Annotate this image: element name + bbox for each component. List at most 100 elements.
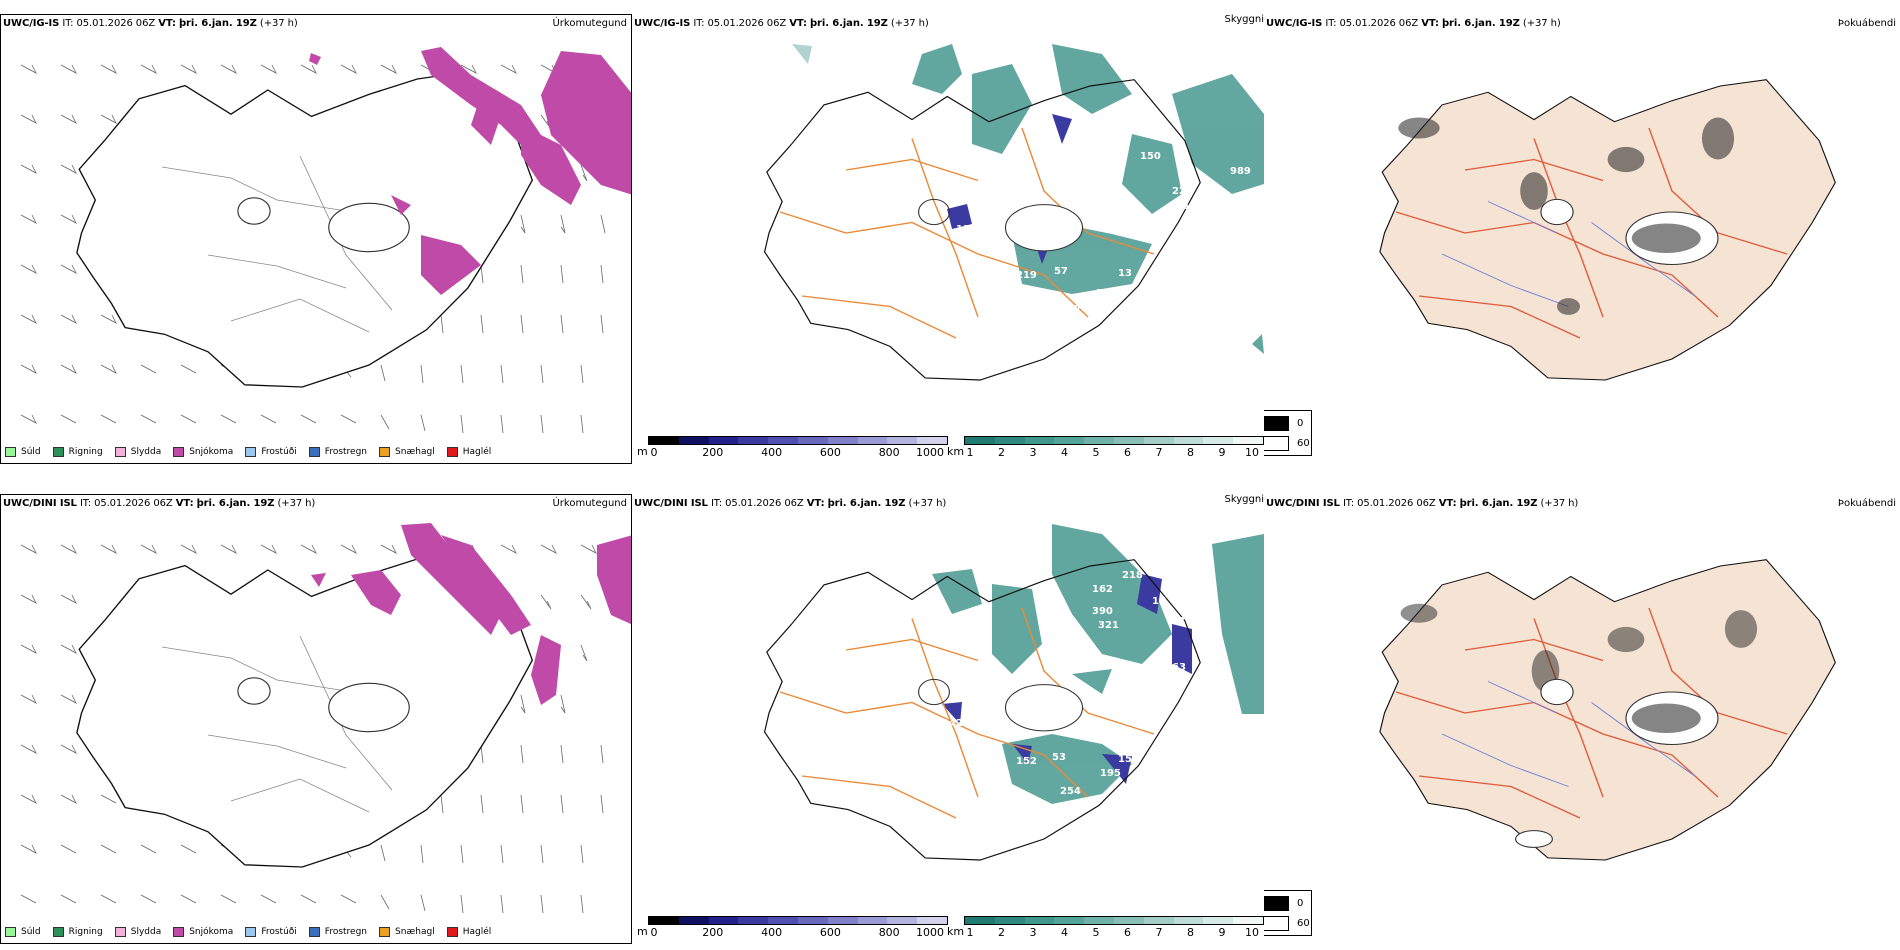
cloud-value: 150 [1140, 151, 1161, 162]
panel-title: Skyggni [1224, 14, 1264, 25]
cloud-value: 989 [1230, 166, 1251, 177]
tick-label: 3 [1029, 926, 1037, 939]
cloud-value: 142 [942, 718, 963, 729]
fog-panel-2: UWC/DINI ISL IT: 05.01.2026 06Z VT: þri.… [1264, 494, 1900, 944]
cloud-value: 162 [1092, 584, 1113, 595]
legend-item: Rigning [52, 447, 103, 457]
tick-label: 6 [1124, 926, 1131, 939]
legend-item: Snjókoma [173, 447, 233, 457]
panel-header: UWC/DINI ISL IT: 05.01.2026 06Z VT: þri.… [3, 498, 316, 509]
legend-item: Rigning [52, 927, 103, 937]
tick-label: 1 [966, 446, 974, 459]
tick-label: 200 [702, 446, 724, 459]
cloud-panel-1: UWC/IG-IS IT: 05.01.2026 06Z VT: þri. 6.… [632, 14, 1264, 464]
cloud-value: 85 [1246, 70, 1260, 81]
precip-panel-2: UWC/DINI ISL IT: 05.01.2026 06Z VT: þri.… [0, 494, 632, 944]
cloud-value: 63 [1172, 662, 1186, 673]
tick-label: 2 [998, 446, 1005, 459]
cloud-value: 542 [1060, 304, 1081, 315]
cloud-value: 13 [956, 224, 970, 235]
tick-label: 9 [1218, 926, 1226, 939]
tick-label: 800 [878, 446, 900, 459]
cloud-value: 224 [1172, 186, 1193, 197]
visibility-colorbar: 1 2 3 4 5 6 7 8 9 10 km [947, 436, 1264, 459]
tick-label: 400 [761, 926, 783, 939]
panel-title: Úrkomutegund [552, 18, 627, 29]
ptype-legend: Súld Rigning Slydda Snjókoma Frostúði Fr… [5, 447, 491, 457]
fog-panel-1: UWC/IG-IS IT: 05.01.2026 06Z VT: þri. 6.… [1264, 14, 1900, 464]
precip-panel-1: UWC/IG-IS IT: 05.01.2026 06Z VT: þri. 6.… [0, 14, 632, 464]
fog-legend-value: 0 [1297, 898, 1304, 909]
tick-label: 10 [1245, 926, 1259, 939]
panel-header: UWC/IG-IS IT: 05.01.2026 06Z VT: þri. 6.… [1266, 18, 1561, 29]
tick-label: 1000 [916, 926, 944, 939]
legend-item: Frostúði [245, 927, 297, 937]
legend-item: Snjókoma [173, 927, 233, 937]
cloud-panel-2: UWC/DINI ISL IT: 05.01.2026 06Z VT: þri.… [632, 494, 1264, 944]
cloud-value: 390 [1092, 606, 1113, 617]
fog-legend: 0 60 [1264, 410, 1312, 456]
fog-map [1379, 79, 1836, 381]
cloud-value: 17 [1152, 596, 1166, 607]
legend-item: Snæhagl [379, 447, 435, 457]
cloud-map: 54 150 989 224 336 13 219 57 273 13 542 … [763, 44, 1264, 381]
tick-label: 8 [1187, 926, 1194, 939]
tick-label: 7 [1155, 926, 1163, 939]
legend-item: Haglél [446, 447, 491, 457]
tick-label: 9 [1218, 446, 1226, 459]
unit-label: km [947, 925, 965, 938]
tick-label: 1 [966, 926, 974, 939]
cloud-value: 37 [1178, 616, 1192, 627]
cloud-value: 13 [1118, 268, 1132, 279]
legend-item: Súld [5, 447, 41, 457]
cloud-value: 57 [1054, 266, 1068, 277]
cloud-value: 15 [1118, 754, 1132, 765]
panel-header: UWC/DINI ISL IT: 05.01.2026 06Z VT: þri.… [634, 498, 947, 509]
tick-label: 4 [1061, 926, 1068, 939]
tick-label: 8 [1187, 446, 1194, 459]
cloud-value: 152 [1016, 756, 1037, 767]
cloudbase-colorbar: 0 200 400 600 800 1000 m [637, 916, 948, 939]
tick-label: 600 [819, 926, 841, 939]
tick-label: 5 [1092, 446, 1100, 459]
unit-label: km [947, 445, 965, 458]
unit-label: m [637, 445, 648, 458]
tick-label: 10 [1245, 446, 1259, 459]
precip-map [20, 523, 631, 914]
tick-label: 0 [650, 926, 658, 939]
tick-label: 1000 [916, 446, 944, 459]
panel-title: Þokuábendi [1837, 18, 1896, 29]
tick-label: 200 [702, 926, 724, 939]
tick-label: 7 [1155, 446, 1163, 459]
cloud-value: 321 [1098, 620, 1119, 631]
panel-title: Þokuábendi [1837, 498, 1896, 509]
fog-legend-value: 60 [1297, 438, 1310, 449]
tick-label: 3 [1029, 446, 1037, 459]
fog-legend: 0 60 [1264, 890, 1312, 936]
tick-label: 400 [761, 446, 783, 459]
tick-label: 600 [819, 446, 841, 459]
cloud-value: 53 [1052, 752, 1066, 763]
legend-item: Snæhagl [379, 927, 435, 937]
cloud-value: 54 [1050, 146, 1064, 157]
legend-item: Súld [5, 927, 41, 937]
cloud-value: 195 [1100, 768, 1121, 779]
legend-item: Slydda [114, 447, 161, 457]
panel-title: Úrkomutegund [552, 498, 627, 509]
visibility-colorbar: 1 2 3 4 5 6 7 8 9 10 km [947, 916, 1264, 939]
tick-label: 800 [878, 926, 900, 939]
panel-header: UWC/IG-IS IT: 05.01.2026 06Z VT: þri. 6.… [3, 18, 298, 29]
panel-title: Skyggni [1224, 494, 1264, 505]
cloud-value: 254 [1060, 786, 1081, 797]
fog-map [1379, 559, 1836, 861]
legend-item: Haglél [446, 927, 491, 937]
cloudbase-colorbar: 0 200 400 600 800 1000 m [637, 436, 948, 459]
cloud-value: 219 [1016, 270, 1037, 281]
precip-map [20, 47, 631, 434]
legend-item: Frostúði [245, 447, 297, 457]
cloud-value: 336 [1168, 201, 1189, 212]
tick-label: 2 [998, 926, 1005, 939]
tick-label: 0 [650, 446, 658, 459]
tick-label: 6 [1124, 446, 1131, 459]
panel-header: UWC/IG-IS IT: 05.01.2026 06Z VT: þri. 6.… [634, 18, 929, 29]
